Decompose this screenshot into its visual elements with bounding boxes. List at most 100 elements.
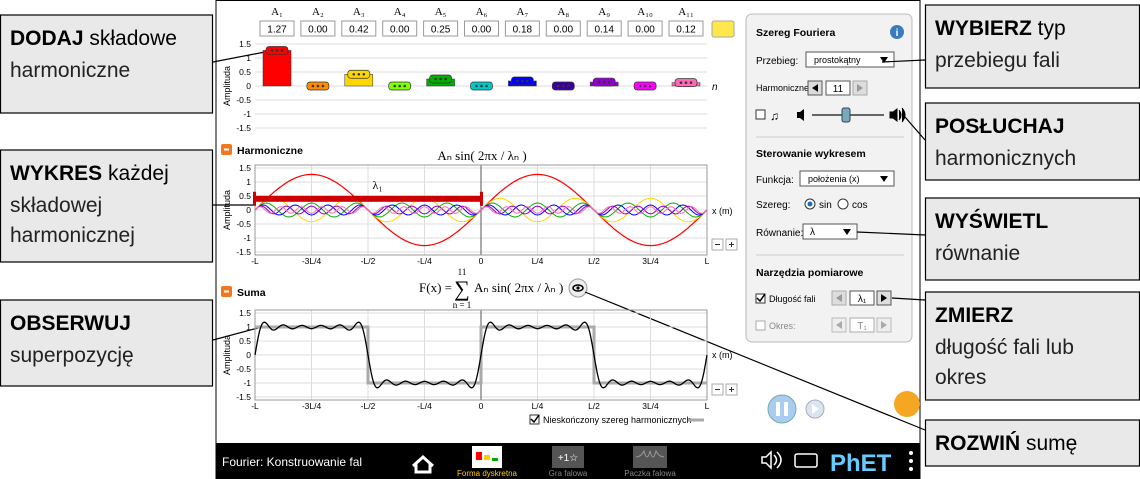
x-tick-label: L/4: [532, 401, 544, 411]
cos-radio[interactable]: [837, 198, 849, 210]
wavelength-checkbox[interactable]: [755, 293, 766, 304]
x-axis-title: x (m): [712, 350, 733, 360]
pause-button[interactable]: [767, 394, 797, 424]
screen-icon[interactable]: [552, 446, 584, 468]
x-tick-label: -L: [251, 401, 259, 411]
packet-icon: [635, 449, 665, 458]
sin-label: sin: [819, 200, 832, 211]
game-icon: +1☆: [558, 453, 578, 464]
x-tick-label: -3L/4: [302, 256, 322, 266]
amplitude-name: A₉: [598, 6, 610, 18]
callout-after: każdej: [108, 162, 169, 185]
eraser-button[interactable]: [711, 20, 735, 38]
dropdown-arrow: [880, 176, 888, 182]
function-dropdown[interactable]: [799, 170, 895, 187]
x-tick-label: -L/2: [361, 256, 376, 266]
callout-text: ROZWIŃ sumę: [935, 432, 1077, 455]
handle-dot: [362, 72, 366, 76]
callout-box: [924, 4, 1140, 89]
x-axis-title: n: [712, 82, 718, 93]
wavelength-end: [253, 191, 256, 206]
keyboard-button[interactable]: [794, 453, 818, 468]
handle-dot: [275, 49, 279, 52]
reset-button[interactable]: [894, 391, 920, 417]
harmonics-label: Harmoniczne:: [756, 83, 812, 93]
sound-checkbox[interactable]: [755, 109, 766, 120]
wavelength-value: λ₁: [858, 294, 867, 305]
dropdown-arrow: [843, 229, 851, 235]
home-button[interactable]: [411, 454, 435, 474]
cos-label: cos: [852, 200, 868, 211]
menu-dot[interactable]: [909, 451, 913, 455]
amplitude-name: A₄: [394, 6, 406, 18]
callout-box: [924, 291, 1140, 401]
handle-dot: [434, 77, 437, 81]
sound-button[interactable]: [761, 450, 782, 470]
waveform-dropdown[interactable]: [805, 51, 895, 68]
volume-thumb[interactable]: [841, 107, 851, 123]
period-checkbox[interactable]: [755, 320, 766, 331]
handle-dot: [679, 81, 683, 84]
amplitude-input: [545, 20, 581, 37]
callout-bold: POSŁUCHAJ: [935, 115, 1065, 138]
sum-lower: n = 1: [453, 300, 472, 310]
handle-dot: [352, 72, 356, 76]
callout-text: WYKRES każdej: [10, 162, 169, 185]
phet-logo[interactable]: PhET: [830, 450, 892, 477]
equation-dropdown[interactable]: [802, 223, 858, 240]
eye-icon: [572, 284, 584, 292]
graph-controls-title: Sterowanie wykresem: [756, 148, 866, 160]
app-title: Fourier: Konstruowanie fal: [222, 455, 362, 469]
x-tick-label: L: [705, 401, 710, 411]
callout-bold: ROZWIŃ: [935, 432, 1020, 455]
y-tick-label: -0.5: [236, 364, 251, 374]
y-axis-title: Amplituda: [222, 190, 232, 230]
amplitude-value: 0.00: [390, 25, 410, 36]
amplitude-value: 0.42: [349, 25, 369, 36]
y-tick-label: -1.5: [236, 123, 251, 133]
amplitude-name: A₁₁: [678, 6, 694, 18]
amplitude-value: 0.18: [513, 25, 533, 36]
y-tick-label: -0.5: [236, 95, 251, 105]
amplitude-name: A₅: [435, 6, 447, 18]
handle-dot: [557, 84, 560, 88]
function-value: położenia (x): [808, 174, 860, 184]
callout-leader: [904, 116, 926, 141]
info-button[interactable]: [890, 25, 904, 39]
callout-box: [924, 102, 1140, 181]
screen-icon[interactable]: [633, 446, 667, 468]
arrow-left: [836, 294, 842, 302]
screen-label: Forma dyskretna: [457, 469, 518, 478]
callout-text: WYBIERZ typ: [935, 17, 1066, 40]
music-icon: ♫: [770, 109, 779, 123]
amplitude-input: [668, 20, 704, 37]
y-tick-label: 0: [246, 205, 251, 215]
y-tick-label: -1.5: [236, 247, 251, 257]
callout-leader: [584, 291, 926, 431]
pause-bar: [784, 402, 788, 416]
infinite-checkbox[interactable]: [529, 414, 540, 425]
step-icon: [812, 404, 819, 414]
callout-line: harmonicznych: [935, 147, 1076, 170]
menu-dot: [909, 467, 913, 471]
sum-upper: 11: [458, 267, 467, 277]
harmonics-value: 11: [833, 84, 844, 95]
callout-after: typ: [1038, 17, 1066, 40]
handle-dot: [562, 84, 565, 88]
menu-dot: [909, 459, 913, 463]
icon-bar: [492, 458, 498, 461]
amplitude-name: A₂: [312, 6, 324, 18]
arrow-right: [881, 321, 887, 329]
y-tick-label: 1.5: [239, 308, 251, 318]
handle-dot: [607, 80, 611, 84]
y-tick-label: -1: [243, 109, 251, 119]
infinite-label: Nieskończony szereg harmonicznych: [543, 415, 692, 425]
handle-dot: [403, 84, 407, 88]
waveform-value: prostokątny: [814, 55, 861, 65]
x-tick-label: L/2: [588, 401, 600, 411]
amplitude-input: [423, 20, 459, 37]
handle-dot: [439, 77, 442, 81]
handle-dot: [321, 84, 325, 88]
handle-dot: [316, 84, 320, 88]
